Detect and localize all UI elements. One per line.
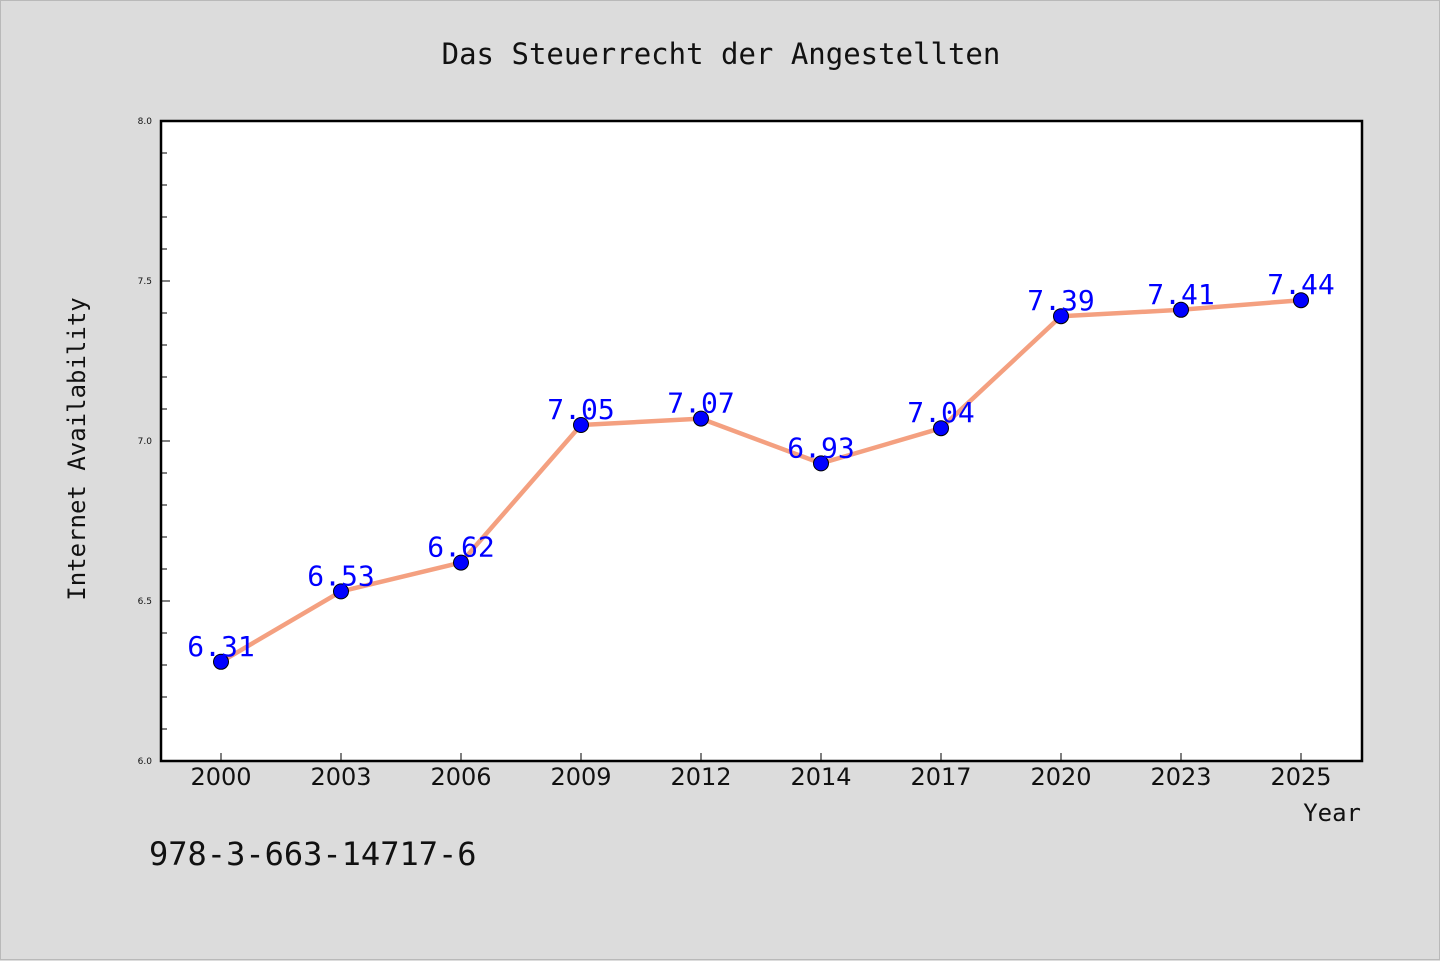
- x-tick-label: 2014: [790, 763, 851, 791]
- x-tick-label: 2012: [670, 763, 731, 791]
- x-tick-label: 2023: [1150, 763, 1211, 791]
- data-labels-group: 6.31 6.53 6.62 7.05 7.07 6.93 7.04 7.39 7.41 7.44: [187, 268, 1334, 663]
- y-tick-label: 6.0: [138, 757, 153, 767]
- isbn-label: 978-3-663-14717-6: [149, 835, 477, 873]
- y-tick-label: 7.5: [138, 277, 152, 287]
- x-tick-label: 2006: [430, 763, 491, 791]
- data-label: 7.07: [667, 387, 734, 420]
- y-tick-label: 7.0: [138, 437, 153, 447]
- x-axis: 2000 2003 2006 2009 2012 2014 2017 2020 2023 2025: [190, 753, 1332, 791]
- data-point: [1173, 301, 1189, 318]
- chart-title: Das Steuerrecht der Angestellten: [442, 37, 1001, 71]
- series-line: [218, 297, 1304, 665]
- data-label: 7.44: [1267, 268, 1334, 301]
- data-label: 7.05: [547, 393, 614, 426]
- data-point: [573, 417, 589, 433]
- data-label: 7.04: [907, 396, 974, 429]
- x-tick-label: 2020: [1030, 763, 1091, 791]
- x-axis-label: Year: [1303, 799, 1361, 827]
- data-point: [933, 420, 949, 437]
- x-tick-label: 2000: [190, 763, 251, 791]
- y-tick-label: 6.5: [138, 597, 152, 607]
- data-label: 6.53: [307, 559, 374, 592]
- data-label: 6.93: [787, 431, 854, 464]
- data-point: [813, 455, 829, 472]
- y-axis-label: Internet Availability: [63, 297, 91, 600]
- data-label: 7.39: [1027, 284, 1094, 317]
- data-point: [1053, 308, 1069, 325]
- data-point: [453, 554, 469, 571]
- series-group: [213, 292, 1309, 670]
- data-label: 7.41: [1147, 278, 1214, 311]
- x-tick-label: 2009: [550, 763, 611, 791]
- x-tick-label: 2017: [910, 763, 971, 791]
- x-tick-label: 2025: [1270, 763, 1331, 791]
- data-point: [1293, 292, 1309, 309]
- data-point: [693, 410, 709, 427]
- data-point: [213, 653, 229, 670]
- data-label: 6.31: [187, 630, 254, 663]
- data-label: 6.62: [427, 531, 494, 564]
- y-tick-label: 8.0: [138, 117, 153, 127]
- x-tick-label: 2003: [310, 763, 371, 791]
- y-axis: 6.0 6.5 7.0 7.5 8.0: [138, 117, 170, 767]
- data-point: [333, 583, 349, 600]
